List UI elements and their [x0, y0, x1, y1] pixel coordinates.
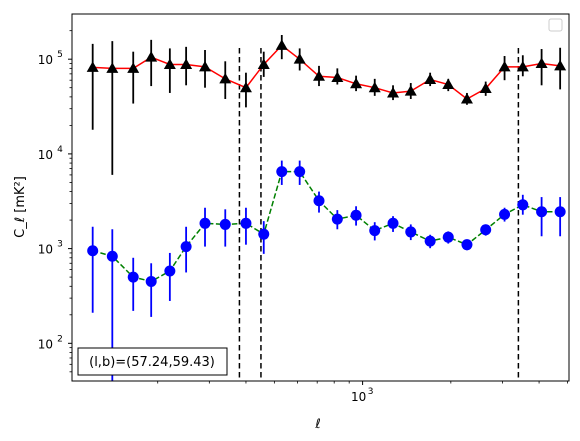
y-axis-label: C_ℓ [mK²] — [13, 176, 28, 238]
series-0-point — [127, 62, 140, 73]
y-tick-label: 10 — [38, 53, 53, 67]
series-1-point — [499, 208, 511, 220]
series-0-point — [350, 77, 363, 89]
y-tick-exponent: 5 — [57, 50, 63, 60]
legend-box — [548, 18, 563, 32]
series-0-point — [180, 58, 193, 69]
plot-frame — [71, 13, 570, 382]
series-0-point — [554, 59, 567, 71]
series-1-point — [106, 250, 118, 262]
y-tick-exponent: 3 — [57, 240, 63, 250]
series-0-point — [239, 81, 252, 93]
series-1-point — [258, 228, 270, 240]
series-1-point — [480, 224, 492, 236]
series-0-point — [313, 70, 326, 81]
series-1-point — [294, 166, 306, 178]
series-1-point — [219, 218, 231, 230]
reference-lines — [238, 48, 520, 381]
series-1 — [87, 160, 566, 381]
series-1-point — [331, 213, 343, 225]
series-0-point — [163, 58, 176, 69]
series-0 — [86, 35, 567, 175]
x-tick-label: 10 — [351, 390, 366, 404]
series-0-point — [293, 53, 306, 64]
series-1-point — [536, 206, 548, 218]
series-1-point — [164, 265, 176, 277]
series-0-point — [275, 39, 288, 50]
x-axis: 10 3 — [157, 381, 568, 404]
x-tick-exponent: 3 — [368, 387, 374, 397]
series-1-point — [87, 245, 99, 257]
series-0-point — [498, 60, 511, 72]
series-1-point — [442, 231, 454, 243]
series-layer — [86, 35, 567, 381]
x-axis-label: ℓ — [314, 417, 320, 432]
series-1-point — [240, 217, 252, 229]
series-0-point — [387, 86, 400, 98]
series-0-point — [219, 72, 232, 84]
series-0-point — [404, 85, 417, 96]
series-1-point — [461, 239, 473, 251]
series-1-point — [517, 199, 529, 211]
series-0-point — [442, 78, 455, 90]
series-1-point — [313, 195, 325, 207]
series-1-point — [369, 225, 381, 237]
series-0-point — [368, 81, 381, 93]
series-1-point — [405, 226, 417, 238]
series-1-point — [180, 241, 192, 253]
series-1-point — [199, 217, 211, 229]
series-1-point — [276, 166, 288, 178]
series-1-point — [554, 206, 566, 218]
series-0-point — [145, 51, 158, 62]
y-tick-label: 10 — [38, 243, 53, 257]
series-0-point — [106, 62, 119, 73]
annotation-box: (l,b)=(57.24,59.43) — [77, 347, 228, 376]
series-1-point — [145, 275, 157, 287]
series-0-point — [257, 58, 270, 69]
series-0-point — [86, 61, 99, 72]
series-0-point — [331, 71, 344, 83]
series-0-point — [199, 60, 212, 72]
series-1-point — [387, 217, 399, 229]
y-axis: 10 2 10 3 10 4 10 5 — [38, 30, 72, 373]
series-1-point — [350, 209, 362, 221]
series-0-point — [516, 60, 529, 72]
series-1-point — [127, 271, 139, 283]
y-tick-exponent: 4 — [57, 145, 63, 155]
annotation-text: (l,b)=(57.24,59.43) — [89, 355, 215, 370]
y-tick-label: 10 — [38, 148, 53, 162]
series-0-point — [479, 82, 492, 94]
y-tick-exponent: 2 — [57, 334, 63, 344]
y-tick-label: 10 — [38, 337, 53, 351]
series-0-point — [424, 73, 437, 85]
series-0-point — [535, 57, 548, 69]
series-1-point — [424, 235, 436, 247]
series-0-point — [460, 92, 473, 104]
